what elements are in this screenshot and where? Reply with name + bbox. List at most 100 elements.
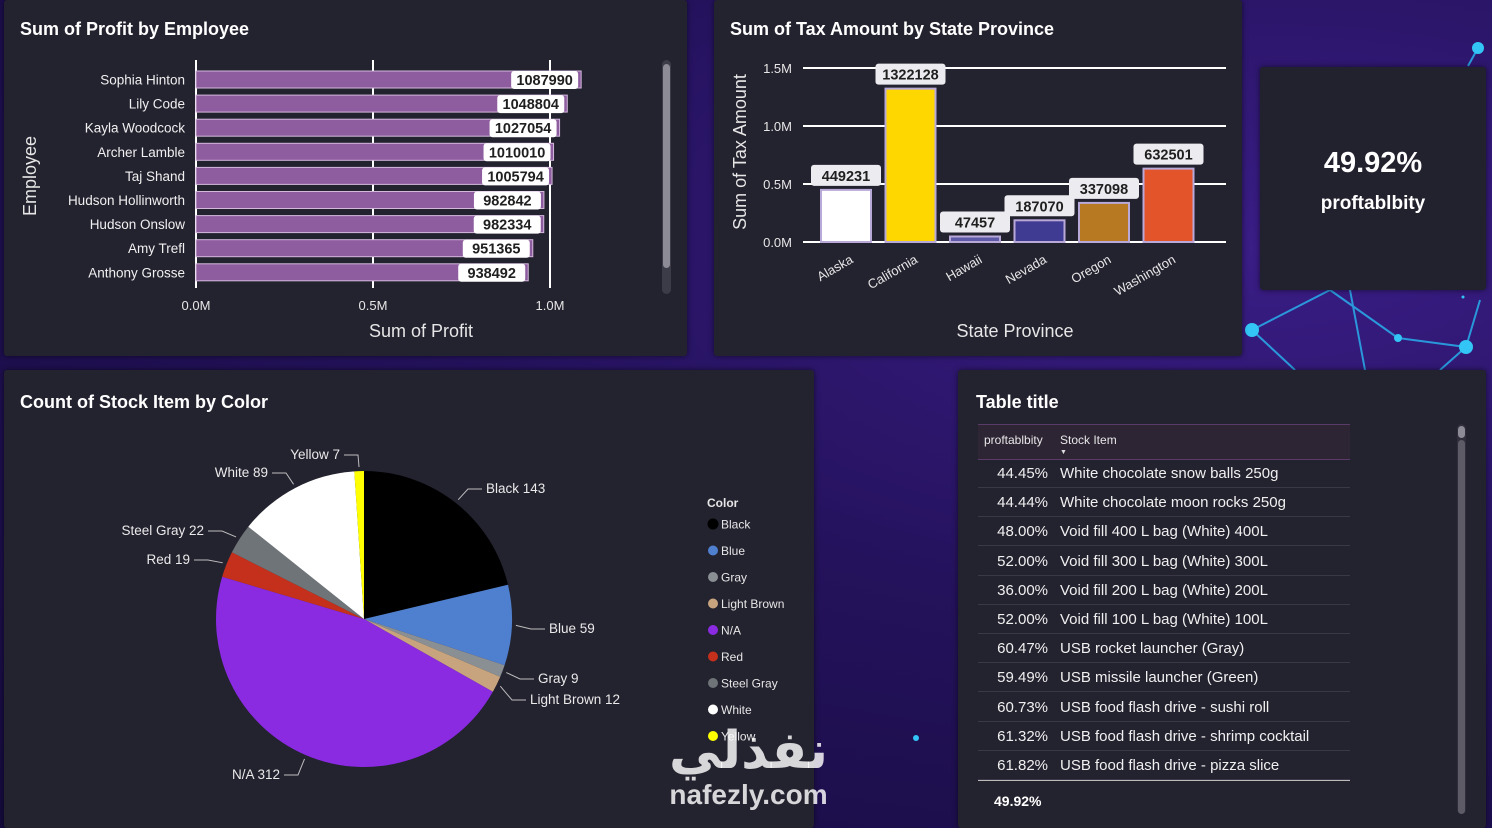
pie-leader-line	[272, 472, 295, 485]
tax-bar-chart: 0.0M 0.5M 1.0M 1.5M Sum of Tax Amount State P…	[730, 61, 1226, 341]
pie-slice-label-black: Black 143	[486, 481, 545, 496]
cell-stock-item: USB food flash drive - shrimp cocktail	[1060, 727, 1310, 745]
sort-descending-icon[interactable]: ▼	[1060, 449, 1067, 456]
tax-y-tick-label: 0.0M	[763, 235, 792, 250]
tax-bar-oregon	[1078, 201, 1130, 244]
pie-legend-item-gray: Gray	[721, 571, 747, 585]
profit-data-label-anthony-grosse: 938492	[468, 266, 516, 282]
tax-data-label-bg	[1069, 177, 1139, 199]
table-scrollbar[interactable]	[1457, 424, 1466, 814]
table-row[interactable]: 61.82% USB food flash drive - pizza slice	[978, 751, 1350, 780]
table-row[interactable]: 48.00% Void fill 400 L bag (White) 400L	[978, 517, 1350, 547]
tax-data-label-nevada: 187070	[1015, 199, 1063, 215]
tax-bar-nevada	[1013, 219, 1066, 244]
nafezly-watermark: نفذلي nafezly.com	[656, 722, 841, 828]
profit-bar-hudson-hollinworth	[195, 191, 545, 209]
profit-y-axis-label: Employee	[20, 136, 40, 216]
tax-data-label-bg	[1133, 143, 1204, 165]
profit-bar-anthony-grosse	[195, 263, 529, 282]
profit-category-label-anthony-grosse: Anthony Grosse	[88, 265, 185, 280]
table-row[interactable]: 36.00% Void fill 200 L bag (White) 200L	[978, 576, 1350, 605]
tax-data-label-bg	[940, 211, 1010, 233]
pie-slice-label-white: White 89	[215, 465, 268, 480]
tax-y-axis-label: Sum of Tax Amount	[730, 74, 750, 230]
profit-data-label-lily-code: 1048804	[503, 97, 559, 113]
cell-profitability: 61.82%	[997, 757, 1048, 774]
cell-stock-item: Void fill 400 L bag (White) 400L	[1060, 523, 1268, 541]
profit-data-label-hudson-onslow: 982334	[483, 218, 531, 234]
tax-y-tick-label: 1.0M	[763, 119, 792, 134]
profit-category-label-hudson-hollinworth: Hudson Hollinworth	[68, 193, 185, 208]
tax-x-axis-label: State Province	[956, 321, 1073, 341]
pie-legend-marker-blue	[708, 545, 718, 556]
stock-by-color-panel: Count of Stock Item by Color Black 143 Bl…	[4, 370, 814, 828]
table-row[interactable]: 52.00% Void fill 100 L bag (White) 100L	[978, 605, 1350, 634]
table-row[interactable]: 60.47% USB rocket launcher (Gray)	[978, 634, 1350, 664]
profit-chart-scrollbar[interactable]	[662, 60, 671, 294]
cell-stock-item: Void fill 100 L bag (White) 100L	[1060, 611, 1268, 628]
profit-chart-title: Sum of Profit by Employee	[20, 19, 250, 39]
column-header-profitability[interactable]: proftablbity	[984, 433, 1043, 447]
tax-data-label-alaska: 449231	[822, 169, 870, 185]
tax-category-label-alaska: Alaska	[814, 251, 856, 284]
table-row[interactable]: 44.44% White chocolate moon rocks 250g	[978, 488, 1350, 518]
table-row[interactable]: 44.45% White chocolate snow balls 250g	[978, 459, 1350, 488]
profit-data-label-taj-shand: 1005794	[487, 169, 543, 185]
profitability-kpi-card: 49.92% proftablbity	[1260, 67, 1486, 290]
profit-data-label-hudson-hollinworth: 982842	[483, 194, 531, 210]
pie-slice-label-light-brown: Light Brown 12	[530, 692, 620, 707]
pie-leader-line	[499, 685, 526, 701]
cell-profitability: 61.32%	[997, 727, 1048, 745]
pie-legend-title: Color	[707, 496, 739, 510]
tax-category-label-nevada: Nevada	[1003, 251, 1050, 287]
table-row[interactable]: 61.32% USB food flash drive - shrimp cock…	[978, 722, 1350, 751]
cell-profitability: 59.49%	[997, 669, 1048, 687]
profit-by-employee-panel: Sum of Profit by Employee 0.0M 0.5M 1.0M Su…	[4, 0, 687, 356]
table-row[interactable]: 59.49% USB missile launcher (Green)	[978, 663, 1350, 693]
column-header-stock-item[interactable]: Stock Item	[1060, 433, 1117, 447]
pie-legend-item-yellow: Yellow	[721, 730, 756, 744]
profit-category-label-taj-shand: Taj Shand	[125, 169, 185, 184]
watermark-latin: nafezly.com	[669, 779, 828, 810]
pie-slice-label-red: Red 19	[146, 552, 190, 567]
cell-profitability: 36.00%	[997, 581, 1048, 599]
pie-slice-label-gray: Gray 9	[538, 671, 579, 686]
watermark-arabic: نفذلي	[668, 721, 829, 781]
pie-slice-yellow	[354, 471, 364, 619]
pie-legend-marker-n-a	[708, 625, 718, 635]
profit-category-label-sophia-hinton: Sophia Hinton	[100, 73, 185, 88]
table-row[interactable]: 60.73% USB food flash drive - sushi roll	[978, 693, 1350, 722]
cell-profitability: 48.00%	[997, 523, 1048, 541]
pie-slice-black	[364, 471, 508, 619]
table-panel: Table title proftablbity Stock Item ▼ 44…	[958, 370, 1486, 828]
tax-data-label-washington: 632501	[1144, 148, 1192, 164]
pie-legend-marker-yellow	[708, 731, 718, 741]
profit-data-label-sophia-hinton: 1087990	[516, 73, 572, 89]
profit-data-label-bg	[473, 191, 541, 210]
cell-profitability: 60.73%	[997, 698, 1048, 716]
cell-profitability: 60.47%	[997, 640, 1048, 658]
tax-category-label-oregon: Oregon	[1068, 252, 1113, 287]
cell-profitability: 44.44%	[997, 494, 1048, 512]
profit-chart-scroll-thumb[interactable]	[663, 64, 670, 268]
pie-slice-red	[222, 552, 364, 619]
tax-bar-alaska	[820, 188, 872, 243]
profit-category-label-lily-code: Lily Code	[129, 97, 185, 112]
profit-bar-taj-shand	[195, 166, 553, 185]
cell-stock-item: USB missile launcher (Green)	[1060, 669, 1259, 687]
tax-bar-hawaii	[949, 235, 1001, 244]
table-scroll-track[interactable]	[1458, 440, 1465, 814]
tax-chart-title: Sum of Tax Amount by State Province	[730, 19, 1055, 39]
table-scroll-thumb[interactable]	[1458, 426, 1465, 438]
profit-bar-chart: 0.0M 0.5M 1.0M Sum of Profit Employee Sophia …	[20, 60, 582, 341]
pie-legend-marker-gray	[708, 572, 718, 582]
profit-data-label-bg	[489, 119, 557, 138]
cell-stock-item: USB food flash drive - sushi roll	[1060, 698, 1270, 716]
profit-bar-kayla-woodcock	[195, 118, 561, 137]
table-row[interactable]: 52.00% Void fill 300 L bag (White) 300L	[978, 547, 1350, 576]
pie-slice-label-blue: Blue 59	[549, 621, 595, 636]
profit-data-label-archer-lamble: 1010010	[489, 145, 545, 161]
tax-data-label-oregon: 337098	[1080, 182, 1128, 198]
cell-profitability: 52.00%	[997, 611, 1048, 628]
